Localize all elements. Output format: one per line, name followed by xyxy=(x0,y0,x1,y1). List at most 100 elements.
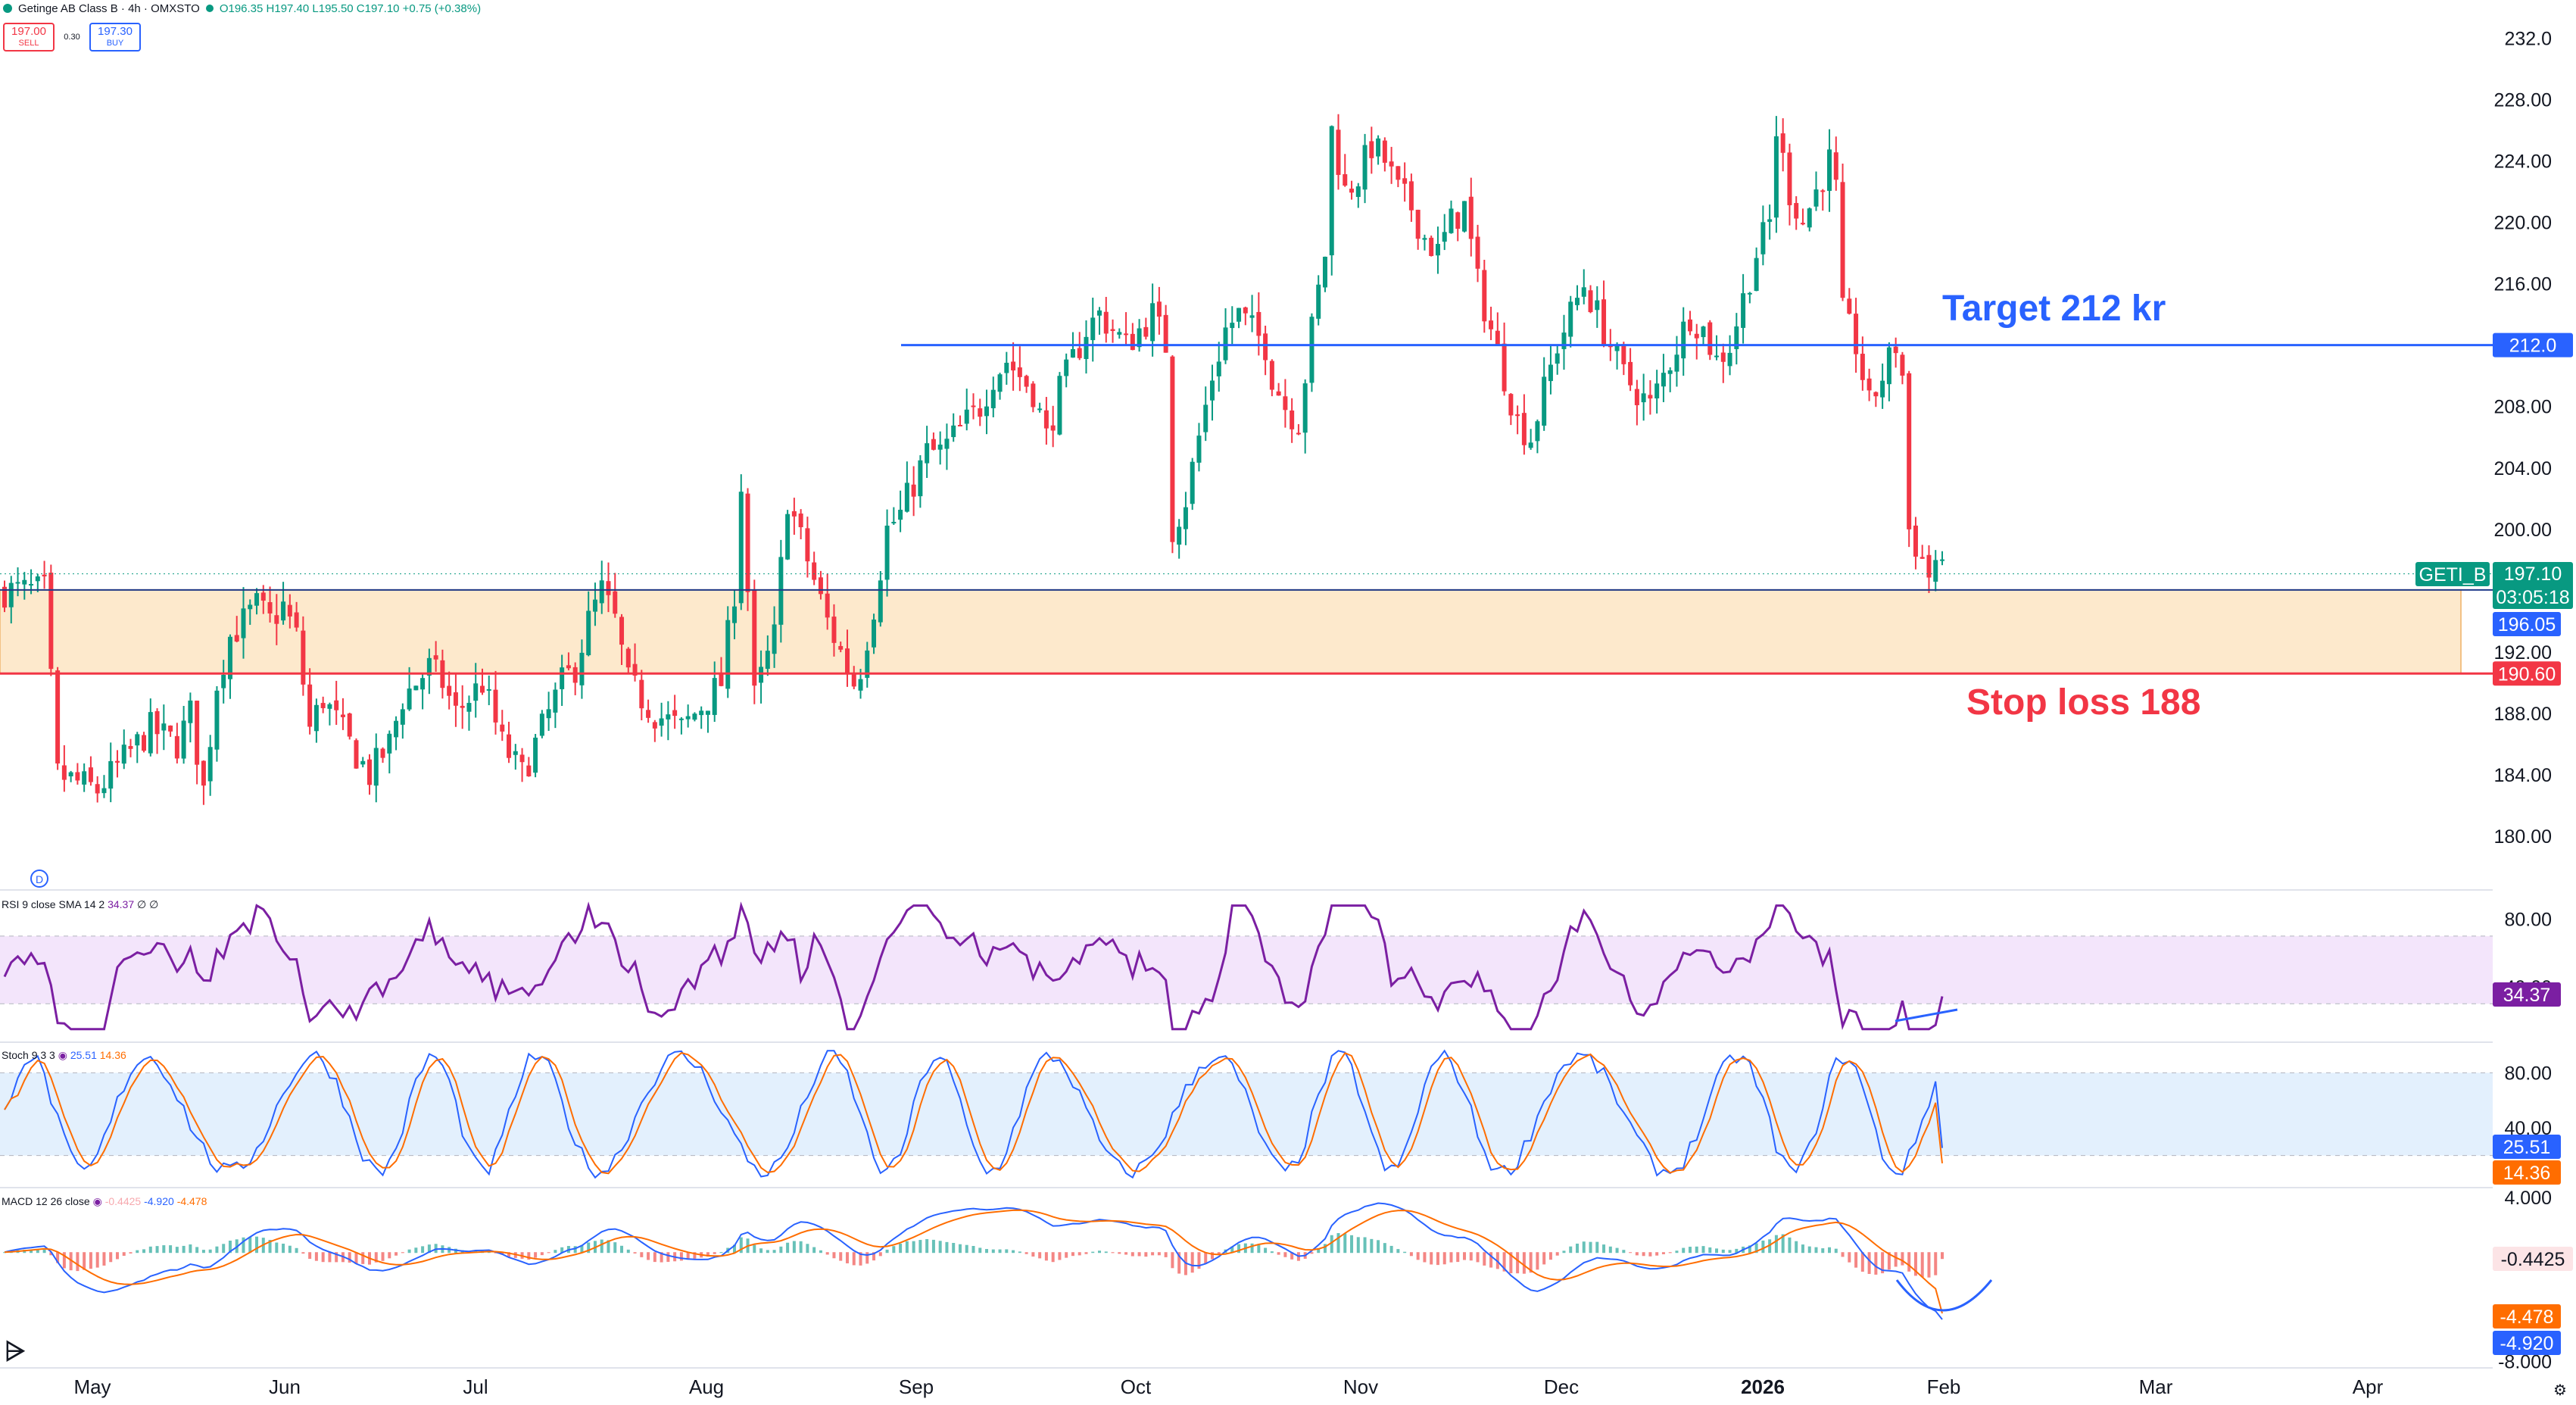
macd-hist-bar xyxy=(1317,1247,1321,1254)
candle-body xyxy=(911,484,916,497)
candle-body xyxy=(1548,364,1553,382)
symbol-title[interactable]: Getinge AB Class B · 4h · OMXSTO xyxy=(18,2,200,15)
candle-body xyxy=(29,584,34,586)
candle-body xyxy=(95,784,100,794)
macd-hist-bar xyxy=(1894,1252,1898,1267)
candle-body xyxy=(373,748,379,786)
macd-hist-bar xyxy=(69,1252,73,1271)
candle-body xyxy=(1741,293,1746,328)
candle-body xyxy=(1322,256,1327,288)
candle-body xyxy=(201,760,206,786)
candle-body xyxy=(248,604,253,610)
macd-hist-bar xyxy=(1469,1252,1473,1261)
macd-hist-bar xyxy=(1841,1252,1845,1257)
candle-body xyxy=(566,665,571,669)
macd-hist-bar xyxy=(952,1242,956,1254)
trade-buttons: 197.00 SELL 0.30 197.30 BUY xyxy=(3,23,141,52)
macd-hist-bar xyxy=(1118,1252,1121,1254)
macd-hist-bar xyxy=(1383,1243,1386,1254)
macd-hist-bar xyxy=(1250,1243,1254,1254)
candle-body xyxy=(88,767,93,782)
candle-body xyxy=(533,737,538,773)
candle-body xyxy=(1489,320,1494,329)
candle-body xyxy=(101,788,107,794)
macd-hist-bar xyxy=(925,1238,929,1254)
rsi-legend[interactable]: RSI 9 close SMA 14 2 34.37 ∅ ∅ xyxy=(2,898,158,911)
grid xyxy=(0,889,2576,1369)
macd-hist-bar xyxy=(182,1245,186,1254)
candle-body xyxy=(1263,333,1268,361)
macd-hist-bar xyxy=(255,1236,259,1254)
stop-loss-annotation[interactable]: Stop loss 188 xyxy=(1966,682,2201,723)
macd-hist-bar xyxy=(713,1252,716,1254)
macd-hist-bar xyxy=(348,1252,351,1263)
candle-body xyxy=(1269,361,1274,390)
macd-hist-bar xyxy=(600,1239,603,1254)
candle-body xyxy=(1628,361,1633,386)
chart-header: Getinge AB Class B · 4h · OMXSTO O196.35… xyxy=(3,0,481,17)
candle-body xyxy=(1528,442,1533,448)
candle-body xyxy=(951,425,956,438)
x-tick-label: Oct xyxy=(1121,1375,1152,1398)
macd-hist-bar xyxy=(786,1242,790,1254)
macd-hist-bar xyxy=(1403,1251,1407,1254)
candle-body xyxy=(1369,141,1374,158)
macd-hist-bar xyxy=(1708,1247,1712,1254)
candle-body xyxy=(865,650,870,678)
y-tick-label: 204.00 xyxy=(2494,458,2552,479)
candle-body xyxy=(825,593,830,618)
macd-hist-bar xyxy=(1190,1252,1194,1273)
candle-body xyxy=(1156,301,1162,317)
macd-hist-bar xyxy=(1701,1246,1705,1254)
macd-hist-bar xyxy=(301,1252,305,1254)
candle-body xyxy=(971,405,976,407)
macd-hist-bar xyxy=(1589,1241,1592,1254)
target-annotation[interactable]: Target 212 kr xyxy=(1942,289,2166,329)
macd-hist-bar xyxy=(1389,1245,1393,1254)
macd-curve-annotation xyxy=(1895,1279,1993,1312)
market-status-icon xyxy=(205,5,214,12)
macd-hist-bar xyxy=(1548,1252,1552,1260)
macd-hist-bar xyxy=(1860,1252,1864,1272)
candle-body xyxy=(1535,421,1540,442)
macd-hist-bar xyxy=(633,1252,637,1254)
candle-body xyxy=(1050,425,1056,431)
candle-body xyxy=(2,586,7,608)
macd-legend[interactable]: MACD 12 26 close ◉ -0.4425 -4.920 -4.478 xyxy=(2,1195,207,1208)
candle-body xyxy=(878,580,883,623)
macd-hist-bar xyxy=(1310,1252,1314,1254)
macd-hist-bar xyxy=(248,1236,252,1254)
macd-hist-bar xyxy=(1688,1247,1692,1254)
macd-hist-bar xyxy=(83,1252,86,1270)
macd-hist-bar xyxy=(1436,1252,1439,1266)
candle-body xyxy=(1661,373,1666,387)
stoch-legend[interactable]: Stoch 9 3 3 ◉ 25.51 14.36 xyxy=(2,1049,126,1062)
macd-hist-bar xyxy=(30,1249,33,1254)
macd-hist-bar xyxy=(1848,1252,1851,1263)
rsi-legend-value: 34.37 xyxy=(108,898,135,910)
eye-icon[interactable]: ◉ xyxy=(92,1195,102,1207)
macd-hist-bar xyxy=(434,1244,438,1254)
macd-hist-bar xyxy=(1264,1247,1268,1254)
candle-body xyxy=(320,703,326,708)
macd-hist-bar xyxy=(1655,1252,1659,1256)
buy-button[interactable]: 197.30 BUY xyxy=(89,23,141,52)
candle-body xyxy=(884,526,890,580)
eye-icon[interactable]: ◉ xyxy=(58,1049,67,1061)
macd-hist-bar xyxy=(115,1252,119,1260)
candle-body xyxy=(1873,392,1879,397)
macd-hist-bar xyxy=(938,1241,942,1254)
candle-body xyxy=(1329,126,1334,256)
macd-hist-bar xyxy=(295,1247,298,1254)
stoch-pane xyxy=(0,1049,2493,1179)
x-tick-label: 2026 xyxy=(1741,1375,1785,1398)
candle-body xyxy=(1926,554,1932,578)
macd-hist-bar xyxy=(1668,1252,1672,1254)
candle-body xyxy=(957,425,962,427)
macd-hist-bar xyxy=(1881,1252,1885,1274)
x-tick-label: Sep xyxy=(899,1375,934,1398)
candle-body xyxy=(260,592,266,601)
sell-button[interactable]: 197.00 SELL xyxy=(3,23,55,52)
candle-body xyxy=(891,522,897,524)
